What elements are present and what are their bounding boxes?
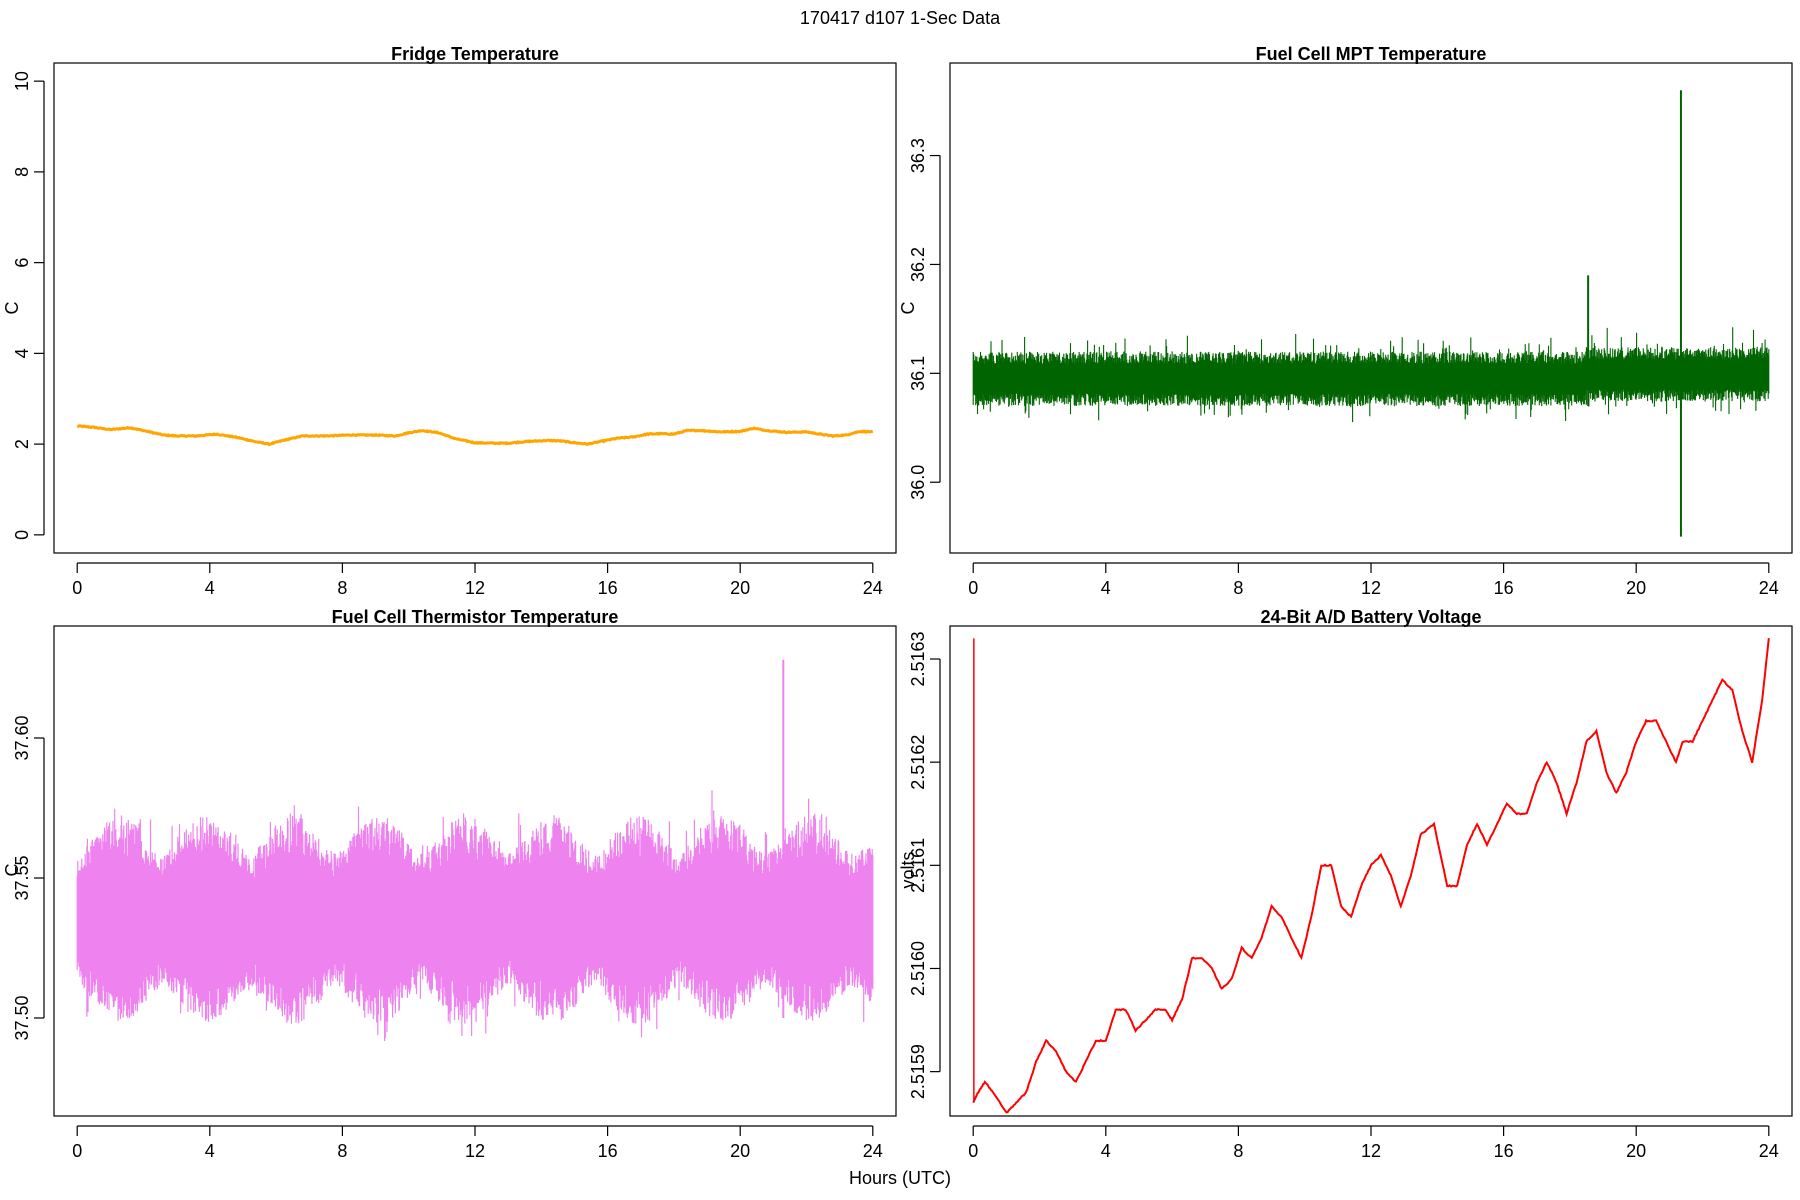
x-tick-label: 0 bbox=[968, 1141, 978, 1161]
x-tick-label: 4 bbox=[1101, 1141, 1111, 1161]
series-line bbox=[972, 637, 1770, 1114]
y-tick-label: 2 bbox=[12, 439, 32, 449]
x-tick-label: 16 bbox=[598, 578, 618, 598]
y-tick-label: 0 bbox=[12, 530, 32, 540]
y-axis-label: C bbox=[898, 302, 918, 315]
y-tick-label: 10 bbox=[12, 71, 32, 91]
x-tick-label: 12 bbox=[465, 1141, 485, 1161]
data-series bbox=[972, 637, 1770, 1114]
y-tick-label: 2.5160 bbox=[908, 941, 928, 996]
x-tick-label: 4 bbox=[205, 1141, 215, 1161]
data-series bbox=[76, 424, 874, 447]
y-tick-label: 2.5161 bbox=[908, 838, 928, 893]
x-tick-label: 8 bbox=[337, 578, 347, 598]
y-tick-label: 4 bbox=[12, 348, 32, 358]
panel-title: Fuel Cell MPT Temperature bbox=[1256, 44, 1487, 64]
plot-area: 0 4 8 12 16 20 24 2.5159 2.5160 2.5161 2.5162 2.516… bbox=[908, 625, 1793, 1161]
y-tick-label: 2.5159 bbox=[908, 1044, 928, 1099]
plot-area: 0 4 8 12 16 20 24 37.50 37.55 37.60 bbox=[12, 625, 897, 1161]
x-tick-label: 12 bbox=[1361, 578, 1381, 598]
series-line bbox=[76, 424, 874, 447]
x-tick-label: 20 bbox=[1626, 578, 1646, 598]
plot-frame bbox=[949, 625, 1793, 1117]
x-tick-label: 8 bbox=[1233, 578, 1243, 598]
x-tick-label: 12 bbox=[1361, 1141, 1381, 1161]
data-series bbox=[76, 659, 874, 1041]
y-tick-label: 37.55 bbox=[12, 855, 32, 900]
plot-frame bbox=[949, 62, 1793, 554]
x-axis: 0 4 8 12 16 20 24 bbox=[72, 562, 883, 598]
panel-fuel-cell-mpt-temperature: Fuel Cell MPT Temperature C 0 4 8 12 16 20 24 3… bbox=[898, 44, 1793, 598]
figure-title: 170417 d107 1-Sec Data bbox=[800, 8, 1001, 28]
x-axis: 0 4 8 12 16 20 24 bbox=[968, 562, 1779, 598]
y-tick-label: 36.1 bbox=[908, 356, 928, 391]
y-axis-label: C bbox=[2, 302, 22, 315]
x-tick-label: 12 bbox=[465, 578, 485, 598]
x-tick-label: 0 bbox=[72, 578, 82, 598]
x-tick-label: 20 bbox=[1626, 1141, 1646, 1161]
x-tick-label: 4 bbox=[1101, 578, 1111, 598]
y-tick-label: 37.50 bbox=[12, 995, 32, 1040]
panel-title: 24-Bit A/D Battery Voltage bbox=[1260, 607, 1481, 627]
panel-fuel-cell-thermistor-temperature: Fuel Cell Thermistor Temperature C 0 4 8 12… bbox=[2, 607, 897, 1161]
x-tick-label: 16 bbox=[598, 1141, 618, 1161]
y-axis: 2.5159 2.5160 2.5161 2.5162 2.5163 bbox=[908, 631, 941, 1099]
figure-xlabel: Hours (UTC) bbox=[849, 1168, 951, 1188]
y-tick-label: 6 bbox=[12, 258, 32, 268]
x-tick-label: 8 bbox=[337, 1141, 347, 1161]
x-axis: 0 4 8 12 16 20 24 bbox=[968, 1125, 1779, 1161]
series-noise-band bbox=[972, 327, 1770, 423]
y-axis: 36.0 36.1 36.2 36.3 bbox=[908, 138, 941, 500]
panel-title: Fuel Cell Thermistor Temperature bbox=[332, 607, 619, 627]
y-axis: 0 2 4 6 8 10 bbox=[12, 71, 45, 540]
y-tick-label: 36.0 bbox=[908, 465, 928, 500]
data-series bbox=[972, 90, 1770, 537]
x-tick-label: 24 bbox=[863, 578, 883, 598]
y-tick-label: 37.60 bbox=[12, 715, 32, 760]
x-tick-label: 16 bbox=[1494, 1141, 1514, 1161]
plot-frame bbox=[53, 625, 897, 1117]
x-tick-label: 20 bbox=[730, 578, 750, 598]
y-tick-label: 8 bbox=[12, 167, 32, 177]
x-tick-label: 16 bbox=[1494, 578, 1514, 598]
y-tick-label: 36.2 bbox=[908, 247, 928, 282]
plot-frame bbox=[53, 62, 897, 554]
y-tick-label: 2.5163 bbox=[908, 631, 928, 686]
x-tick-label: 8 bbox=[1233, 1141, 1243, 1161]
y-axis: 37.50 37.55 37.60 bbox=[12, 715, 45, 1041]
x-tick-label: 4 bbox=[205, 578, 215, 598]
x-tick-label: 24 bbox=[863, 1141, 883, 1161]
x-axis: 0 4 8 12 16 20 24 bbox=[72, 1125, 883, 1161]
panel-battery-voltage: 24-Bit A/D Battery Voltage volts 0 4 8 12 16… bbox=[898, 607, 1793, 1161]
x-tick-label: 0 bbox=[72, 1141, 82, 1161]
x-tick-label: 24 bbox=[1759, 578, 1779, 598]
y-tick-label: 36.3 bbox=[908, 138, 928, 173]
series-noise-band bbox=[76, 790, 874, 1041]
panel-title: Fridge Temperature bbox=[391, 44, 559, 64]
y-axis-label: volts bbox=[898, 851, 918, 888]
y-tick-label: 2.5162 bbox=[908, 735, 928, 790]
x-tick-label: 20 bbox=[730, 1141, 750, 1161]
plot-area: 0 4 8 12 16 20 24 36.0 36.1 36.2 36.3 bbox=[908, 62, 1793, 598]
x-tick-label: 0 bbox=[968, 578, 978, 598]
x-tick-label: 24 bbox=[1759, 1141, 1779, 1161]
y-axis-label: C bbox=[2, 864, 22, 877]
